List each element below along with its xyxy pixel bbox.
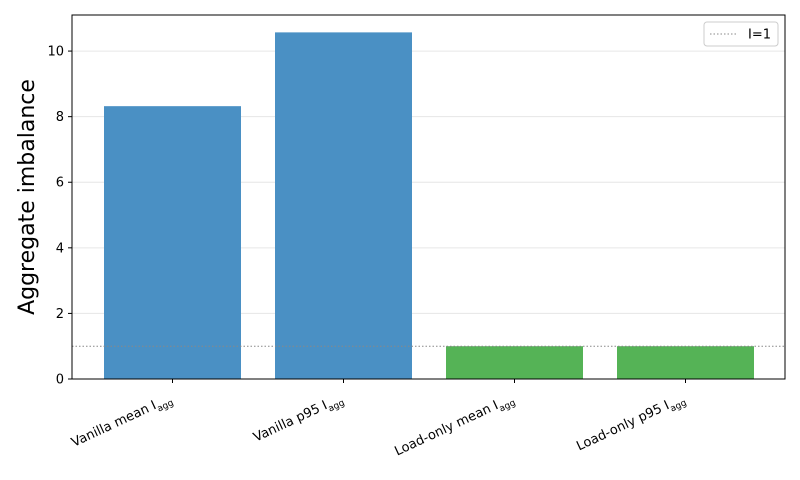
legend-box <box>703 21 779 47</box>
y-tick-label: 10 <box>47 45 64 60</box>
y-tick-label: 6 <box>56 176 64 191</box>
x-tick-label-text: Load-only p95 I <box>574 398 671 454</box>
x-tick-label-text: Vanilla p95 I <box>251 398 330 445</box>
y-tick-label: 4 <box>56 241 64 256</box>
x-tick-label-subscript: agg <box>327 398 347 414</box>
x-tick-label: Vanilla mean Iagg <box>69 391 175 453</box>
x-tick-label: Load-only mean Iagg <box>392 391 517 462</box>
x-tick-label-text: Load-only mean I <box>392 398 500 459</box>
legend-label: I=1 <box>748 28 771 43</box>
x-tick-label-text: Vanilla mean I <box>69 398 159 450</box>
bar <box>617 346 754 379</box>
x-tick-label: Load-only p95 Iagg <box>574 391 688 457</box>
y-axis-label: Aggregate imbalance <box>15 79 40 315</box>
x-tick-label-subscript: agg <box>669 398 689 414</box>
y-tick-label: 0 <box>56 373 64 388</box>
y-tick-label: 2 <box>56 307 64 322</box>
axes-frame <box>71 14 786 380</box>
y-tick-label: 8 <box>56 110 64 125</box>
x-tick-label: Vanilla p95 Iagg <box>251 391 346 448</box>
x-tick-label-subscript: agg <box>498 398 518 414</box>
bar <box>275 32 412 379</box>
bar <box>446 346 583 379</box>
x-tick-label-subscript: agg <box>156 398 176 414</box>
bar <box>104 106 241 379</box>
